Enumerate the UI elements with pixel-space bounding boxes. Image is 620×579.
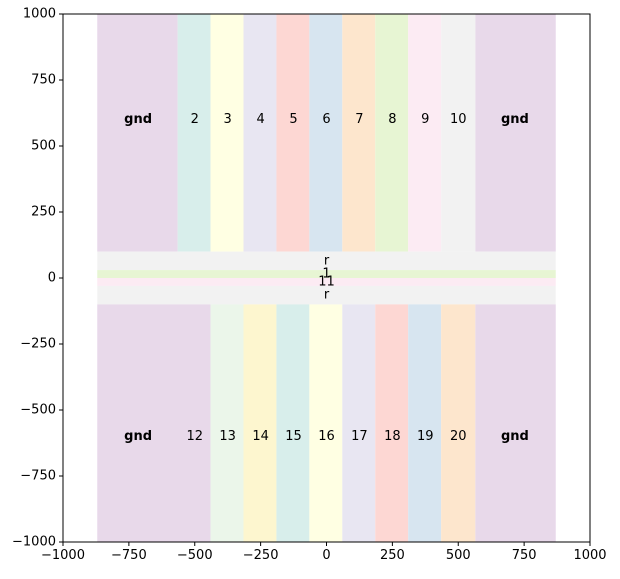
region-3-2 bbox=[210, 14, 244, 252]
region-label-gnd-25: gnd bbox=[501, 429, 529, 444]
y-tick-label: 750 bbox=[31, 73, 56, 88]
region-18-22 bbox=[375, 304, 409, 542]
y-tick-label: −500 bbox=[20, 403, 56, 418]
y-tick-label: −1000 bbox=[12, 535, 56, 550]
region-7-6 bbox=[342, 14, 376, 252]
region-gnd-15 bbox=[97, 304, 211, 542]
region-r-14 bbox=[97, 285, 556, 305]
region-r-11 bbox=[97, 251, 556, 271]
region-gnd-10 bbox=[475, 14, 556, 252]
y-axis-ticks: −1000 −750 −500 −250 0 250 500 750 1000 bbox=[12, 7, 63, 550]
region-label-7-6: 7 bbox=[355, 112, 363, 127]
region-label-18-22: 18 bbox=[384, 429, 401, 444]
region-label-1-12: 1 bbox=[322, 267, 330, 282]
region-label-r-11: r bbox=[324, 253, 330, 268]
region-label-4-3: 4 bbox=[256, 112, 264, 127]
region-4-3 bbox=[243, 14, 277, 252]
region-label-16-20: 16 bbox=[318, 429, 335, 444]
x-tick-label: 250 bbox=[380, 548, 405, 563]
region-8-7 bbox=[375, 14, 409, 252]
region-label-13-17: 13 bbox=[219, 429, 236, 444]
region-1-12 bbox=[97, 270, 556, 278]
region-label-8-7: 8 bbox=[388, 112, 396, 127]
x-tick-label: 0 bbox=[322, 548, 330, 563]
x-tick-label: 1000 bbox=[573, 548, 606, 563]
region-label-10-9: 10 bbox=[450, 112, 467, 127]
region-label-19-23: 19 bbox=[417, 429, 434, 444]
region-label-6-5: 6 bbox=[322, 112, 330, 127]
region-label-r-14: r bbox=[324, 288, 330, 303]
y-tick-label: 250 bbox=[31, 205, 56, 220]
region-17-21 bbox=[342, 304, 376, 542]
x-axis-ticks: −1000 −750 −500 −250 0 250 500 750 1000 bbox=[41, 542, 607, 563]
region-10-9 bbox=[441, 14, 476, 252]
region-label-5-4: 5 bbox=[289, 112, 297, 127]
region-6-5 bbox=[309, 14, 343, 252]
region-14-18 bbox=[243, 304, 277, 542]
y-tick-label: −750 bbox=[20, 469, 56, 484]
y-tick-label: 1000 bbox=[23, 7, 56, 22]
region-label-gnd-10: gnd bbox=[501, 112, 529, 127]
region-gnd-0 bbox=[97, 14, 178, 252]
region-label-gnd-15: gnd bbox=[124, 429, 152, 444]
region-11-13 bbox=[97, 278, 556, 286]
region-label-15-19: 15 bbox=[285, 429, 302, 444]
x-tick-label: 500 bbox=[446, 548, 471, 563]
x-tick-label: 750 bbox=[512, 548, 537, 563]
region-label-gnd-0: gnd bbox=[124, 112, 152, 127]
y-tick-label: 0 bbox=[48, 271, 56, 286]
regions-layer bbox=[97, 14, 556, 542]
region-label-12-16: 12 bbox=[186, 429, 203, 444]
region-13-17 bbox=[210, 304, 244, 542]
x-tick-label: −500 bbox=[177, 548, 213, 563]
region-gnd-25 bbox=[475, 304, 556, 542]
region-2-1 bbox=[177, 14, 211, 252]
region-5-4 bbox=[276, 14, 310, 252]
x-tick-label: −1000 bbox=[41, 548, 85, 563]
y-tick-label: −250 bbox=[20, 337, 56, 352]
region-label-9-8: 9 bbox=[421, 112, 429, 127]
region-16-20 bbox=[309, 304, 343, 542]
region-9-8 bbox=[408, 14, 442, 252]
region-label-3-2: 3 bbox=[224, 112, 232, 127]
x-tick-label: −750 bbox=[111, 548, 147, 563]
region-15-19 bbox=[276, 304, 310, 542]
region-label-20-24: 20 bbox=[450, 429, 467, 444]
region-20-24 bbox=[441, 304, 476, 542]
region-label-14-18: 14 bbox=[252, 429, 269, 444]
region-19-23 bbox=[408, 304, 442, 542]
region-label-17-21: 17 bbox=[351, 429, 368, 444]
region-label-11-13: 11 bbox=[318, 274, 335, 289]
x-tick-label: −250 bbox=[243, 548, 279, 563]
y-tick-label: 500 bbox=[31, 139, 56, 154]
region-label-2-1: 2 bbox=[191, 112, 199, 127]
